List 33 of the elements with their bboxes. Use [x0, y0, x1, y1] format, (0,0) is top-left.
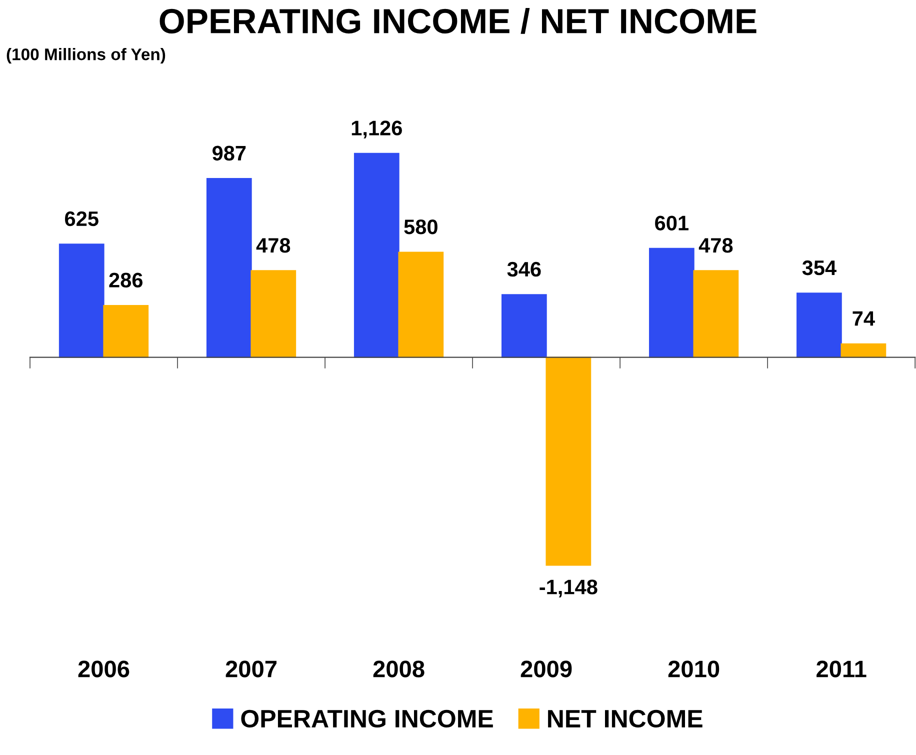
bar: [206, 178, 252, 358]
x-tick-label: 2009: [520, 660, 572, 678]
x-tick-label: 2010: [668, 660, 720, 678]
data-label: 625: [65, 211, 98, 226]
data-label: 580: [404, 220, 438, 234]
data-label: 346: [507, 262, 541, 277]
x-tick-label: 2008: [373, 660, 424, 678]
bar: [354, 152, 400, 358]
x-tick-label: 2006: [78, 660, 130, 678]
x-tick-label: 2007: [226, 660, 276, 678]
x-tick-label: 2011: [816, 660, 866, 678]
data-label: 1,126: [352, 120, 402, 138]
data-label: -1,148: [540, 580, 598, 598]
data-label: 286: [109, 272, 143, 288]
data-label: 987: [212, 146, 246, 161]
bar: [58, 244, 104, 358]
chart-title: OPERATING INCOME / NET INCOME: [160, 8, 756, 34]
data-label: 601: [655, 216, 688, 230]
legend-label: OPERATING INCOME: [241, 710, 493, 728]
bar: [398, 252, 444, 358]
bar: [103, 304, 149, 358]
data-label: 74: [852, 311, 875, 326]
bar: [649, 248, 694, 358]
bar: [693, 270, 739, 358]
data-label: 354: [802, 260, 836, 276]
bar: [796, 292, 842, 358]
bar: [501, 294, 547, 358]
chart-subtitle: (100 Millions of Yen): [6, 48, 166, 64]
data-label: 478: [256, 238, 290, 253]
data-label: 478: [698, 238, 733, 253]
bar: [546, 356, 592, 566]
legend-label: NET INCOME: [548, 710, 702, 728]
bar: [250, 270, 296, 358]
